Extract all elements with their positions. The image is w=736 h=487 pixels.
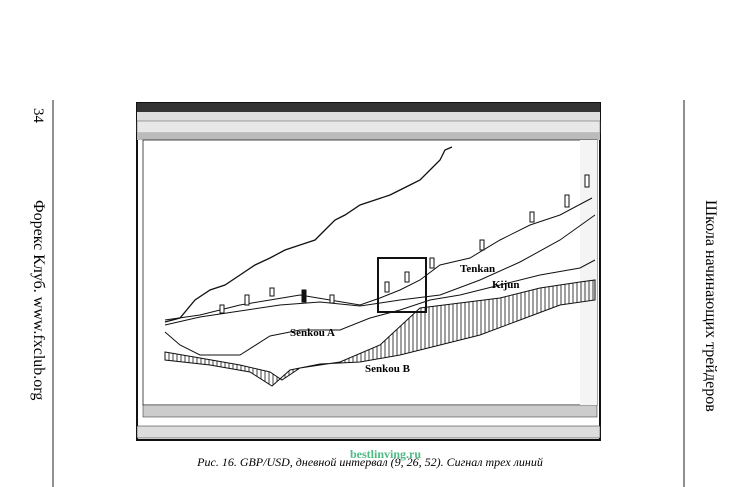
- line-label: Kijun: [492, 279, 520, 291]
- candle: [429, 257, 435, 269]
- candle: [529, 211, 535, 223]
- tenkan-line: [164, 197, 593, 321]
- chart-header: [137, 133, 600, 140]
- bottom-toolbar: [136, 425, 601, 439]
- line-label: Senkou A: [290, 327, 335, 339]
- highlight-box: [377, 257, 427, 313]
- price-axis: [580, 140, 597, 405]
- candle: [244, 294, 250, 306]
- running-head: Школа начинающих трейдеров: [702, 200, 719, 412]
- candle: [479, 239, 485, 251]
- running-head: Форекс Клуб. www.fxclub.org: [30, 200, 47, 400]
- figure-caption: Рис. 16. GBP/USD, дневной интервал (9, 2…: [196, 455, 543, 469]
- chart-screenshot: Tenkan Kijun Senkou A Senkou B: [136, 102, 601, 441]
- line-label: Senkou B: [365, 363, 411, 375]
- candle: [219, 304, 225, 314]
- title-bar: [137, 103, 600, 112]
- page-number: 34: [30, 108, 46, 124]
- date-axis: [142, 404, 598, 418]
- line-label: Tenkan: [460, 263, 495, 275]
- toolbar: [136, 120, 601, 134]
- candle: [564, 194, 570, 208]
- ichimoku-cloud: [164, 279, 596, 387]
- upper-line: [164, 146, 453, 323]
- kijun-line: [164, 214, 596, 326]
- candle: [584, 174, 590, 188]
- candle: [301, 289, 307, 303]
- candles: [219, 174, 590, 314]
- lower-line: [164, 259, 596, 356]
- menu-bar: [137, 112, 600, 121]
- watermark: bestlinving.ru: [350, 447, 421, 461]
- candle: [404, 271, 410, 283]
- candle: [384, 281, 390, 293]
- candle: [329, 294, 335, 304]
- candle: [269, 287, 275, 297]
